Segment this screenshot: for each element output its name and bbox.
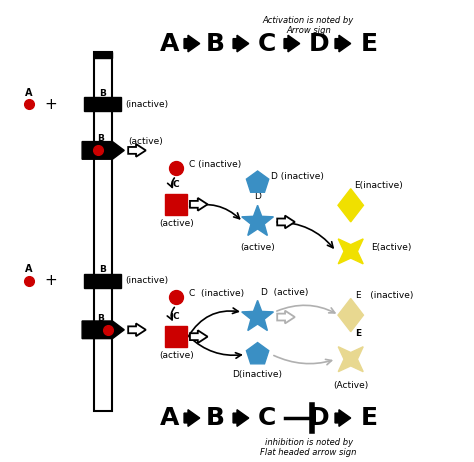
Text: (active): (active): [128, 137, 163, 146]
Text: inhibition is noted by
Flat headed arrow sign: inhibition is noted by Flat headed arrow…: [260, 438, 357, 457]
Bar: [84, 97, 121, 111]
FancyArrow shape: [277, 310, 295, 323]
Polygon shape: [242, 300, 273, 330]
Text: B: B: [206, 406, 225, 430]
FancyArrow shape: [284, 35, 300, 52]
Polygon shape: [338, 239, 363, 264]
Text: C: C: [173, 312, 180, 321]
Polygon shape: [338, 189, 364, 222]
FancyArrow shape: [233, 410, 249, 426]
Text: E(active): E(active): [371, 243, 412, 252]
FancyArrow shape: [128, 323, 146, 336]
Text: D(inactive): D(inactive): [233, 370, 283, 379]
Text: E: E: [361, 406, 378, 430]
Text: D  (active): D (active): [261, 288, 308, 298]
Text: (active): (active): [240, 243, 275, 251]
Text: B: B: [97, 314, 104, 322]
Polygon shape: [82, 321, 124, 339]
Text: B: B: [97, 134, 104, 143]
FancyArrow shape: [335, 35, 351, 52]
Text: E(inactive): E(inactive): [354, 181, 402, 190]
FancyArrow shape: [190, 330, 208, 343]
Text: D: D: [254, 192, 261, 201]
Text: D: D: [309, 31, 329, 55]
Polygon shape: [338, 298, 364, 332]
Text: (inactive): (inactive): [125, 100, 168, 109]
Polygon shape: [338, 347, 363, 372]
Bar: [94, 52, 111, 411]
Text: A: A: [26, 264, 33, 274]
Bar: [94, 52, 111, 58]
Text: +: +: [45, 274, 57, 288]
Polygon shape: [82, 141, 124, 159]
Text: E: E: [356, 328, 362, 338]
Text: B: B: [99, 266, 106, 274]
Text: E   (inactive): E (inactive): [356, 291, 413, 300]
Bar: [84, 274, 121, 288]
Text: C: C: [173, 180, 180, 188]
Text: (Active): (Active): [333, 381, 368, 390]
Text: (active): (active): [159, 219, 193, 228]
Text: E: E: [361, 31, 378, 55]
Text: C  (inactive): C (inactive): [189, 289, 244, 298]
Bar: [165, 326, 187, 347]
Text: A: A: [83, 146, 91, 155]
FancyArrow shape: [335, 410, 351, 426]
Text: +: +: [45, 97, 57, 112]
FancyArrow shape: [233, 35, 249, 52]
Text: C (inactive): C (inactive): [189, 160, 241, 169]
Text: A: A: [160, 406, 179, 430]
Text: B: B: [99, 89, 106, 98]
Text: C: C: [258, 31, 276, 55]
Text: B: B: [206, 31, 225, 55]
FancyArrow shape: [184, 410, 200, 426]
Polygon shape: [246, 171, 269, 192]
Text: A: A: [160, 31, 179, 55]
Text: A: A: [26, 88, 33, 97]
Text: C: C: [258, 406, 276, 430]
Text: Activation is noted by
Arrow sign: Activation is noted by Arrow sign: [263, 16, 354, 36]
FancyArrow shape: [190, 198, 208, 211]
Text: D: D: [309, 406, 329, 430]
FancyArrow shape: [277, 216, 295, 228]
FancyArrow shape: [128, 144, 146, 157]
Polygon shape: [242, 205, 273, 236]
FancyArrow shape: [184, 35, 200, 52]
Text: (active): (active): [159, 352, 193, 360]
Text: D (inactive): D (inactive): [271, 172, 324, 182]
Polygon shape: [246, 342, 269, 364]
Text: (inactive): (inactive): [125, 276, 168, 285]
Bar: [165, 194, 187, 215]
